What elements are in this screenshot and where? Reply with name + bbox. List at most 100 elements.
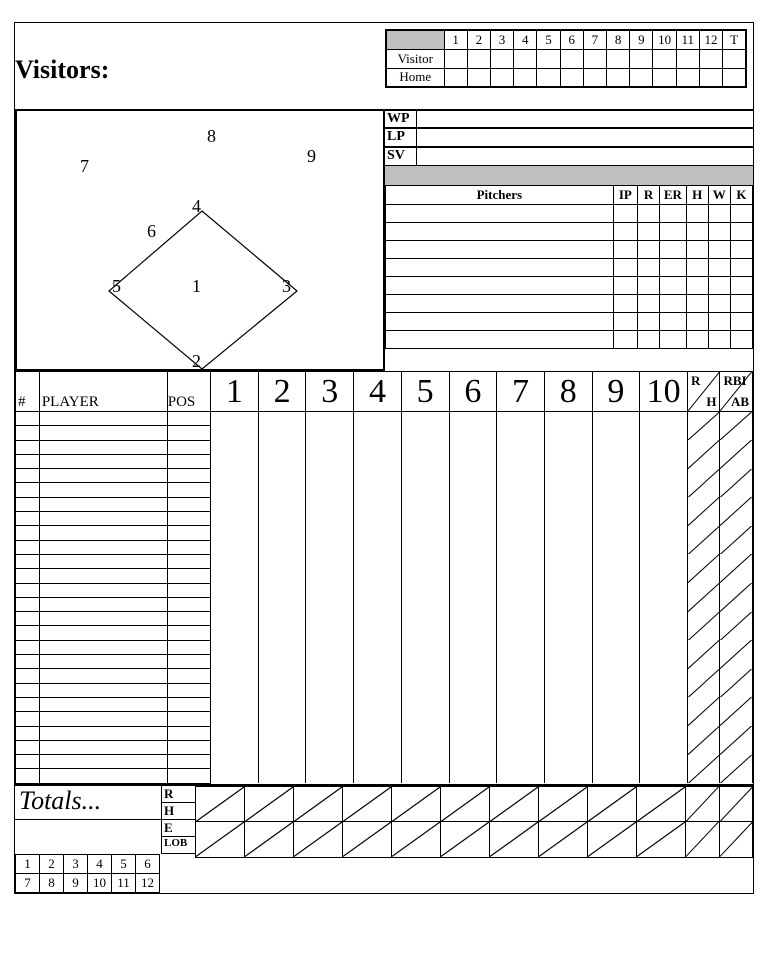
player-pos[interactable] <box>167 640 210 654</box>
atbat-cell[interactable] <box>640 526 688 555</box>
player-pos[interactable] <box>167 626 210 640</box>
player-pos[interactable] <box>167 769 210 783</box>
player-pos[interactable] <box>167 526 210 540</box>
player-name[interactable] <box>39 583 167 597</box>
linescore-cell[interactable] <box>467 68 490 87</box>
atbat-cell[interactable] <box>258 669 306 698</box>
pitch-stat[interactable] <box>730 258 752 276</box>
tot-inn-cell[interactable] <box>196 822 245 858</box>
pitch-stat[interactable] <box>613 204 637 222</box>
tot-inn-cell[interactable] <box>637 822 686 858</box>
tot-inn-cell[interactable] <box>343 786 392 822</box>
atbat-cell[interactable] <box>449 440 497 469</box>
atbat-cell[interactable] <box>306 526 354 555</box>
linescore-cell[interactable] <box>699 68 722 87</box>
stat-cell[interactable] <box>720 640 753 669</box>
player-name[interactable] <box>39 440 167 454</box>
atbat-cell[interactable] <box>544 669 592 698</box>
atbat-cell[interactable] <box>211 497 259 526</box>
atbat-cell[interactable] <box>544 497 592 526</box>
atbat-cell[interactable] <box>306 412 354 441</box>
player-num[interactable] <box>16 454 40 468</box>
player-name[interactable] <box>39 426 167 440</box>
stat-cell[interactable] <box>687 554 720 583</box>
atbat-cell[interactable] <box>640 497 688 526</box>
pitch-stat[interactable] <box>660 258 687 276</box>
pitch-val[interactable] <box>417 148 753 165</box>
atbat-cell[interactable] <box>211 669 259 698</box>
player-pos[interactable] <box>167 755 210 769</box>
atbat-cell[interactable] <box>592 440 640 469</box>
linescore-cell[interactable] <box>723 68 746 87</box>
pitch-stat[interactable] <box>638 294 660 312</box>
player-name[interactable] <box>39 483 167 497</box>
pitch-stat[interactable] <box>638 240 660 258</box>
linescore-cell[interactable] <box>583 68 606 87</box>
pitch-stat[interactable] <box>708 204 730 222</box>
player-num[interactable] <box>16 412 40 426</box>
linescore-cell[interactable] <box>444 49 467 68</box>
atbat-cell[interactable] <box>354 469 402 498</box>
player-num[interactable] <box>16 626 40 640</box>
atbat-cell[interactable] <box>258 497 306 526</box>
atbat-cell[interactable] <box>401 583 449 612</box>
pitch-stat[interactable] <box>708 312 730 330</box>
atbat-cell[interactable] <box>306 669 354 698</box>
player-num[interactable] <box>16 440 40 454</box>
player-num[interactable] <box>16 469 40 483</box>
stat-cell[interactable] <box>687 755 720 784</box>
stat-cell[interactable] <box>720 440 753 469</box>
atbat-cell[interactable] <box>640 612 688 641</box>
linescore-cell[interactable] <box>560 68 583 87</box>
player-name[interactable] <box>39 669 167 683</box>
atbat-cell[interactable] <box>211 469 259 498</box>
atbat-cell[interactable] <box>449 583 497 612</box>
tot-stat-cell[interactable] <box>719 786 752 822</box>
atbat-cell[interactable] <box>258 469 306 498</box>
atbat-cell[interactable] <box>544 583 592 612</box>
atbat-cell[interactable] <box>544 412 592 441</box>
player-pos[interactable] <box>167 612 210 626</box>
pitch-stat[interactable] <box>638 276 660 294</box>
pitch-stat[interactable] <box>730 222 752 240</box>
player-name[interactable] <box>39 412 167 426</box>
atbat-cell[interactable] <box>449 755 497 784</box>
player-pos[interactable] <box>167 512 210 526</box>
player-name[interactable] <box>39 755 167 769</box>
player-num[interactable] <box>16 740 40 754</box>
atbat-cell[interactable] <box>401 497 449 526</box>
pitcher-name[interactable] <box>386 294 614 312</box>
linescore-cell[interactable] <box>560 49 583 68</box>
player-name[interactable] <box>39 597 167 611</box>
pitch-stat[interactable] <box>730 204 752 222</box>
atbat-cell[interactable] <box>401 412 449 441</box>
linescore-cell[interactable] <box>444 68 467 87</box>
atbat-cell[interactable] <box>306 640 354 669</box>
tot-inn-cell[interactable] <box>245 786 294 822</box>
atbat-cell[interactable] <box>401 554 449 583</box>
player-pos[interactable] <box>167 669 210 683</box>
tot-inn-cell[interactable] <box>490 786 539 822</box>
pitch-stat[interactable] <box>660 240 687 258</box>
tot-inn-cell[interactable] <box>441 822 490 858</box>
player-name[interactable] <box>39 526 167 540</box>
atbat-cell[interactable] <box>544 697 592 726</box>
pitch-stat[interactable] <box>686 294 708 312</box>
player-num[interactable] <box>16 655 40 669</box>
stat-cell[interactable] <box>687 669 720 698</box>
atbat-cell[interactable] <box>449 497 497 526</box>
pitch-stat[interactable] <box>613 258 637 276</box>
tot-inn-cell[interactable] <box>294 786 343 822</box>
atbat-cell[interactable] <box>497 640 545 669</box>
atbat-cell[interactable] <box>401 526 449 555</box>
linescore-cell[interactable] <box>537 68 560 87</box>
atbat-cell[interactable] <box>354 497 402 526</box>
linescore-cell[interactable] <box>653 49 676 68</box>
atbat-cell[interactable] <box>497 669 545 698</box>
atbat-cell[interactable] <box>258 697 306 726</box>
atbat-cell[interactable] <box>354 526 402 555</box>
atbat-cell[interactable] <box>306 583 354 612</box>
player-num[interactable] <box>16 726 40 740</box>
pitch-stat[interactable] <box>708 330 730 348</box>
player-pos[interactable] <box>167 540 210 554</box>
